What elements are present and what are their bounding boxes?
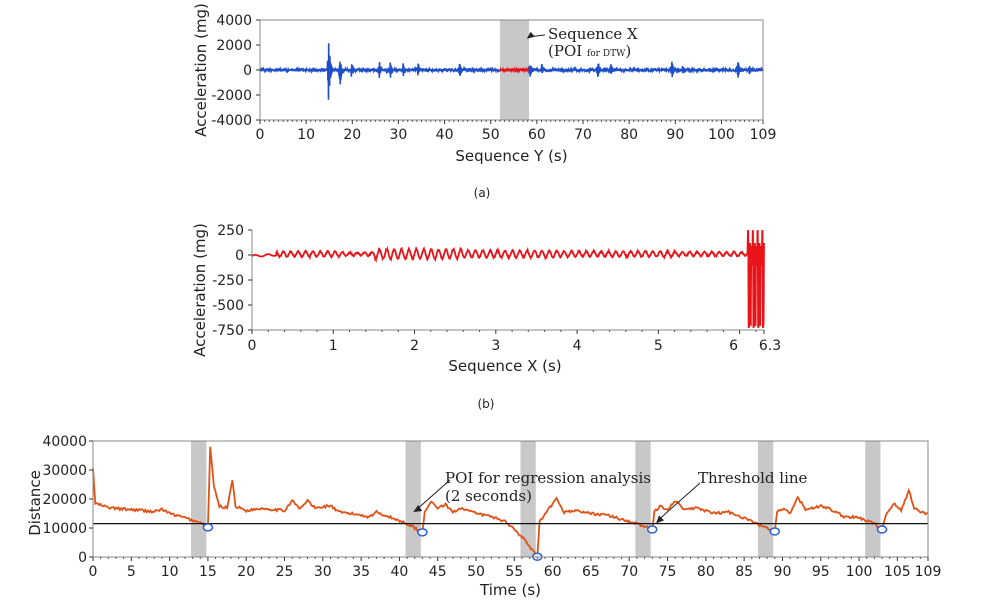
y-tick-label: 40000 xyxy=(42,434,87,450)
x-tick-label: 1 xyxy=(329,338,338,354)
x-tick-label: 109 xyxy=(915,564,942,580)
x-tick-label: 60 xyxy=(528,127,546,143)
x-tick-label: 10 xyxy=(297,127,315,143)
y-tick-label: 0 xyxy=(243,63,252,79)
poi-region-1 xyxy=(191,441,207,557)
x-tick-label: 4 xyxy=(573,338,582,354)
x-tick-label: 20 xyxy=(343,127,361,143)
x-axis-label: Sequence Y (s) xyxy=(455,147,567,165)
x-tick-label: 0 xyxy=(89,564,98,580)
x-tick-label: 6.3 xyxy=(759,338,781,354)
series-line-sequence-x xyxy=(251,230,765,328)
x-tick-label: 50 xyxy=(482,127,500,143)
x-tick-label: 40 xyxy=(391,564,409,580)
x-axis-label: Sequence X (s) xyxy=(448,357,561,375)
y-tick-label: 20000 xyxy=(42,492,87,508)
x-tick-label: 95 xyxy=(812,564,830,580)
x-tick-label: 3 xyxy=(491,338,500,354)
poi-annotation-text: POI for regression analysis xyxy=(445,469,651,487)
x-tick-label: 100 xyxy=(846,564,873,580)
x-tick-label: 55 xyxy=(505,564,523,580)
y-axis-label: Acceleration (mg) xyxy=(192,3,210,137)
poi-annotation-arrow-line xyxy=(416,479,451,510)
annotation-poi-for-dtw: (POI for DTW) xyxy=(548,42,631,60)
y-tick-label: 2000 xyxy=(216,38,252,54)
minimum-marker-4 xyxy=(646,525,658,534)
x-tick-label: 90 xyxy=(666,127,684,143)
x-tick-label: 105 xyxy=(884,564,911,580)
poi-region-3 xyxy=(520,441,536,557)
y-tick-label: -750 xyxy=(212,323,244,339)
x-tick-label: 60 xyxy=(544,564,562,580)
x-tick-label: 85 xyxy=(735,564,753,580)
x-tick-label: 5 xyxy=(654,338,663,354)
minimum-marker-2 xyxy=(417,528,428,537)
x-tick-label: 70 xyxy=(620,564,638,580)
threshold-annotation-arrow-head xyxy=(656,515,665,524)
x-tick-label: 65 xyxy=(582,564,600,580)
y-tick-label: 30000 xyxy=(42,463,87,479)
x-tick-label: 109 xyxy=(750,127,777,143)
y-axis-label: Acceleration (mg) xyxy=(191,223,209,357)
y-tick-label: -500 xyxy=(212,298,244,314)
x-tick-label: 30 xyxy=(314,564,332,580)
x-tick-label: 35 xyxy=(352,564,370,580)
annotation-arrow-head xyxy=(526,31,535,39)
poi-annotation-duration: (2 seconds) xyxy=(445,487,532,505)
y-tick-label: 10000 xyxy=(42,521,87,537)
y-tick-label: -2000 xyxy=(211,88,252,104)
caption-b: (b) xyxy=(478,397,495,411)
series-line-distance xyxy=(92,446,929,559)
x-tick-label: 25 xyxy=(276,564,294,580)
caption-a: (a) xyxy=(474,186,491,200)
x-tick-label: 15 xyxy=(199,564,217,580)
x-tick-label: 2 xyxy=(410,338,419,354)
x-tick-label: 80 xyxy=(620,127,638,143)
poi-region-2 xyxy=(405,441,421,557)
x-tick-label: 0 xyxy=(248,338,257,354)
y-tick-label: 0 xyxy=(235,248,244,264)
series-line-sequence-y-after xyxy=(528,61,764,78)
x-tick-label: 70 xyxy=(574,127,592,143)
x-tick-label: 40 xyxy=(436,127,454,143)
x-tick-label: 80 xyxy=(697,564,715,580)
poi-region-5 xyxy=(757,441,774,557)
poi-region-6 xyxy=(865,441,881,557)
y-axis-label: Distance xyxy=(26,470,44,536)
x-tick-label: 100 xyxy=(708,127,735,143)
y-tick-label: -4000 xyxy=(211,113,252,129)
series-line-sequence-y-before xyxy=(259,43,501,100)
y-tick-label: -250 xyxy=(212,273,244,289)
x-tick-label: 75 xyxy=(659,564,677,580)
poi-annotation-arrow-head xyxy=(413,505,423,513)
x-tick-label: 20 xyxy=(237,564,255,580)
x-tick-label: 50 xyxy=(467,564,485,580)
x-axis-label: Time (s) xyxy=(479,581,541,599)
x-tick-label: 6 xyxy=(729,338,738,354)
x-tick-label: 0 xyxy=(256,127,265,143)
y-tick-label: 4000 xyxy=(216,13,252,29)
y-tick-label: 0 xyxy=(78,550,87,566)
x-tick-label: 45 xyxy=(429,564,447,580)
minimum-marker-6 xyxy=(876,525,888,534)
minimum-marker-5 xyxy=(769,527,781,536)
series-line-sequence-x-segment xyxy=(499,66,530,74)
threshold-annotation-arrow-line xyxy=(658,482,701,520)
annotation-sequence-x: Sequence X xyxy=(548,25,638,43)
x-tick-label: 5 xyxy=(127,564,136,580)
x-tick-label: 90 xyxy=(774,564,792,580)
y-tick-label: 250 xyxy=(217,223,244,239)
x-tick-label: 10 xyxy=(161,564,179,580)
x-tick-label: 30 xyxy=(390,127,408,143)
minimum-marker-1 xyxy=(202,523,214,532)
threshold-annotation-text: Threshold line xyxy=(698,469,808,487)
poi-region-4 xyxy=(635,441,651,557)
chart-c-distance: 40000 30000 20000 10000 00 5 10 15 20 25 30 35 40 45 5… xyxy=(26,434,942,599)
